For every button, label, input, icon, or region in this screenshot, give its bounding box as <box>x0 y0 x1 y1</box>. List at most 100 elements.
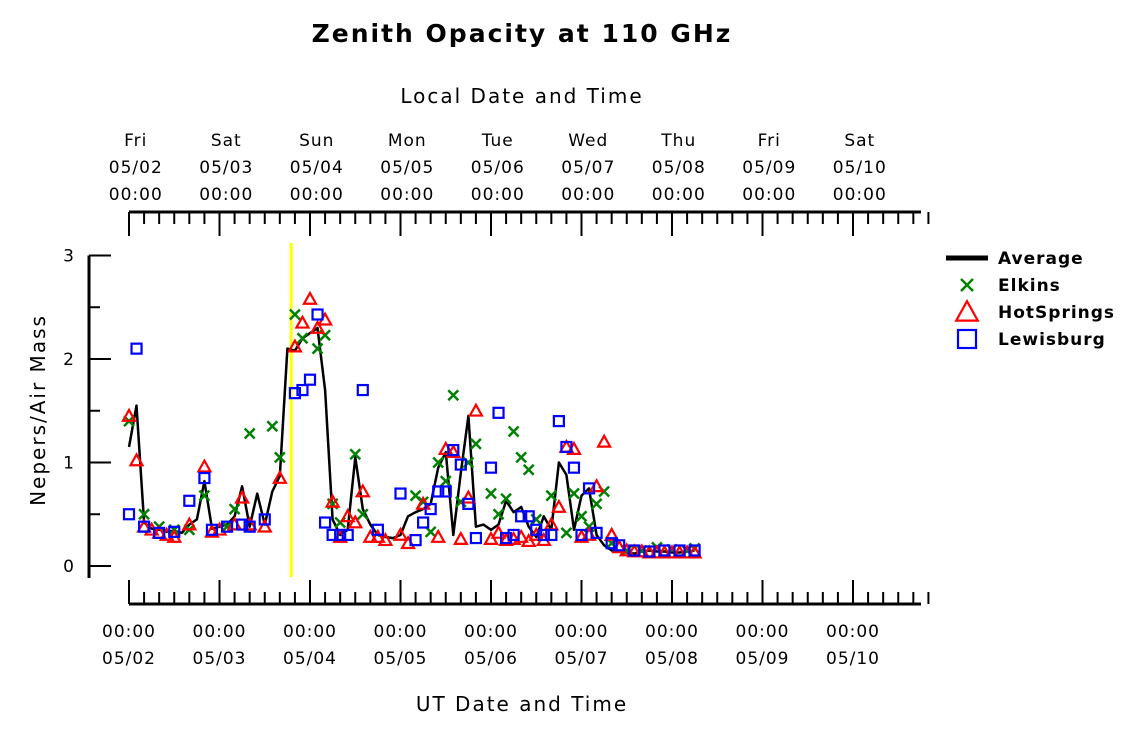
lewisburg-point <box>545 528 558 542</box>
lewisburg-point <box>507 528 520 542</box>
hotsprings-point <box>430 528 447 543</box>
lewisburg-point <box>220 520 234 533</box>
bottom-tick-date-label: 05/05 <box>374 649 428 669</box>
lewisburg-point <box>205 523 219 536</box>
top-tick-date-label: 05/06 <box>471 158 525 178</box>
lewisburg-point <box>198 471 211 485</box>
y-tick-label: 3 <box>63 247 75 267</box>
lewisburg-point <box>522 510 535 523</box>
top-tick-time-label: 00:00 <box>652 185 706 205</box>
hotsprings-point <box>671 544 688 559</box>
top-tick-day-label: Thu <box>660 131 696 151</box>
top-tick-date-label: 05/05 <box>380 158 434 178</box>
series-layer <box>121 290 703 559</box>
top-tick-date-label: 05/02 <box>109 158 163 178</box>
hotsprings-point <box>347 514 364 529</box>
hotsprings-point <box>686 544 703 559</box>
lewisburg-point <box>560 440 573 454</box>
bottom-tick-date-label: 05/02 <box>102 649 156 669</box>
lewisburg-point <box>552 415 565 428</box>
lewisburg-point <box>582 482 596 495</box>
hotsprings-point <box>181 516 198 531</box>
top-tick-time-label: 00:00 <box>199 185 253 205</box>
lewisburg-point <box>432 485 445 498</box>
legend-item-elkins: Elkins <box>960 276 1061 296</box>
bottom-tick-time-label: 00:00 <box>283 622 337 642</box>
elkins-point <box>492 508 505 521</box>
elkins-point <box>485 487 497 500</box>
lewisburg-point <box>447 443 460 457</box>
x-axis-title: UT Date and Time <box>416 692 628 716</box>
lewisburg-point <box>137 520 151 533</box>
hotsprings-point <box>445 443 462 459</box>
hotsprings-point <box>452 530 469 545</box>
elkins-point <box>311 342 324 355</box>
top-tick-time-label: 00:00 <box>742 185 796 205</box>
lewisburg-point <box>326 528 339 542</box>
elkins-point <box>447 389 460 402</box>
lewisburg-point <box>537 528 550 542</box>
top-tick-date-label: 05/03 <box>199 158 253 178</box>
hotsprings-point <box>656 544 673 559</box>
y-tick-label: 1 <box>63 454 75 474</box>
legend-item-hotsprings: HotSprings <box>954 298 1114 323</box>
bottom-tick-date-label: 05/06 <box>464 649 518 669</box>
legend-label-lewisburg: Lewisburg <box>998 330 1106 350</box>
y-tick-label: 2 <box>63 350 75 370</box>
hotsprings-point <box>392 526 409 541</box>
hotsprings-point <box>256 518 273 533</box>
lewisburg-point <box>236 518 249 531</box>
lewisburg-point <box>575 528 588 542</box>
hotsprings-point <box>354 483 371 498</box>
hotsprings-point <box>460 489 477 504</box>
bottom-axis: 00:00 05/02 00:00 05/03 00:00 05/04 00:00 05/05… <box>102 580 930 669</box>
lewisburg-point <box>454 458 467 471</box>
lewisburg-point <box>318 516 332 529</box>
lewisburg-point <box>462 497 475 510</box>
legend-item-lewisburg: Lewisburg <box>956 328 1106 350</box>
elkins-point <box>560 526 573 539</box>
hotsprings-point <box>309 319 326 334</box>
lewisburg-point <box>605 537 618 550</box>
top-axis-title: Local Date and Time <box>400 84 643 108</box>
lewisburg-point <box>311 308 324 321</box>
lewisburg-point <box>303 373 317 386</box>
elkins-point <box>500 492 512 505</box>
average-line <box>127 326 695 555</box>
hotsprings-point <box>362 528 379 543</box>
elkins-point <box>515 451 528 464</box>
top-tick-day-label: Mon <box>388 131 427 151</box>
lewisburg-point <box>394 487 407 500</box>
bottom-tick-time-label: 00:00 <box>736 622 790 642</box>
bottom-tick-date-label: 05/09 <box>736 649 790 669</box>
hotsprings-point <box>468 402 484 417</box>
lewisburg-point <box>515 510 528 523</box>
top-tick-date-label: 05/04 <box>290 158 344 178</box>
hotsprings-point <box>128 452 145 467</box>
top-tick-date-label: 05/09 <box>742 158 796 178</box>
elkins-point <box>522 463 535 476</box>
lewisburg-point <box>424 502 437 516</box>
elkins-point <box>266 420 279 433</box>
top-tick-time-label: 00:00 <box>561 185 615 205</box>
hotsprings-point <box>370 528 386 543</box>
elkins-point <box>198 489 211 502</box>
lewisburg-point <box>356 383 369 397</box>
lewisburg-point <box>492 406 505 419</box>
lewisburg-point <box>168 525 181 538</box>
legend-label-elkins: Elkins <box>998 276 1061 296</box>
lewisburg-point <box>409 534 422 547</box>
lewisburg-point <box>371 523 384 536</box>
lewisburg-point <box>334 528 347 542</box>
elkins-point <box>243 427 256 440</box>
hotsprings-point <box>588 478 605 493</box>
legend-swatch-elkins <box>960 278 974 292</box>
elkins-point <box>575 510 588 523</box>
hotsprings-point <box>196 458 213 473</box>
lewisburg-point <box>469 531 483 545</box>
bottom-tick-date-label: 05/04 <box>283 649 337 669</box>
lewisburg-point <box>122 508 136 521</box>
top-tick-day-label: Fri <box>124 131 147 151</box>
legend-swatch-lewisburg <box>956 328 978 350</box>
